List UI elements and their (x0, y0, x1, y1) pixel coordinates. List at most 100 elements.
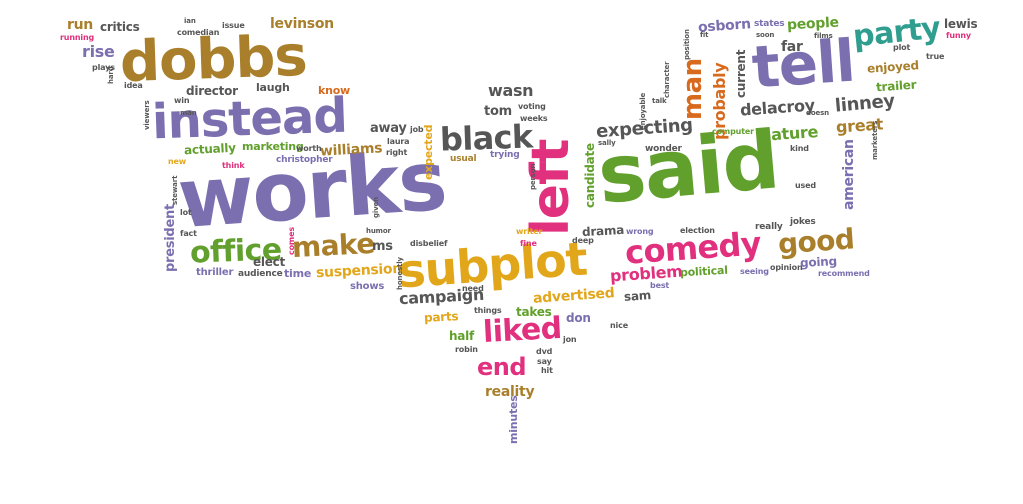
word-political: political (679, 263, 729, 280)
word-need: need (462, 284, 484, 293)
word-run: run (67, 17, 93, 33)
word-things: things (474, 306, 502, 315)
word-candidate: candidate (583, 143, 597, 208)
word-dvd: dvd (536, 347, 553, 356)
word-usual: usual (450, 154, 477, 164)
word-fine: fine (520, 239, 537, 248)
word-opinion: opinion (770, 263, 803, 272)
word-delacroy: delacroy (739, 95, 816, 120)
word-director: director (186, 84, 238, 98)
word-half: half (449, 329, 475, 343)
word-voting: voting (518, 102, 546, 111)
word-plot: plot (893, 43, 911, 52)
word-character: character (663, 61, 671, 98)
word-job: job (410, 125, 424, 134)
word-don: don (566, 311, 591, 325)
word-sally: sally (598, 139, 616, 147)
word-election: election (680, 226, 715, 235)
word-talk: talk (652, 97, 667, 105)
word-hard: hard (107, 66, 115, 84)
word-win: win (174, 96, 190, 105)
word-fit: fit (700, 31, 709, 39)
word-parts: parts (423, 309, 459, 325)
word-nice: nice (610, 321, 628, 330)
word-running: running (60, 33, 95, 42)
word-actually: actually (183, 140, 237, 158)
word-levinson: levinson (270, 16, 334, 32)
word-people: people (786, 14, 840, 34)
word-disbelief: disbelief (410, 239, 448, 248)
word-wrong: wrong (626, 227, 654, 236)
word-marketing: marketing (242, 140, 304, 153)
word-know: know (318, 84, 350, 97)
word-used: used (795, 181, 816, 190)
word-weeks: weeks (520, 114, 548, 123)
word-worth: worth (296, 144, 322, 153)
word-soon: soon (756, 31, 775, 39)
word-enjoyable: enjoyable (639, 92, 647, 130)
word-time: time (284, 267, 312, 280)
word-advertised: advertised (532, 285, 616, 307)
word-jon: jon (563, 335, 577, 344)
word-problem: problem (609, 261, 684, 286)
word-shows: shows (350, 281, 385, 292)
word-writer: writer (516, 227, 543, 236)
word-viewers: viewers (143, 100, 151, 130)
word-robin: robin (455, 345, 478, 354)
word-states: states (754, 19, 785, 29)
word-ian: ian (184, 17, 196, 25)
word-make: make (291, 226, 376, 265)
word-suspension: suspension (315, 260, 403, 282)
word-ms: ms (372, 239, 393, 254)
word-humor: humor (366, 227, 391, 235)
word-going: going (799, 254, 838, 270)
word-nature: nature (759, 121, 819, 146)
word-man-small: man (180, 109, 197, 117)
word-wasn: wasn (488, 81, 534, 100)
word-idea: idea (124, 81, 143, 90)
word-plays: plays (92, 63, 115, 72)
word-american: american (841, 139, 857, 210)
word-funny: funny (946, 31, 971, 40)
word-linney: linney (834, 90, 896, 117)
word-laugh: laugh (256, 81, 290, 94)
word-say: say (537, 357, 552, 366)
word-trailer: trailer (875, 77, 917, 95)
word-stewart: stewart (171, 175, 179, 205)
word-sam: sam (623, 288, 652, 304)
word-christopher: christopher (276, 155, 333, 165)
word-fact: fact (180, 229, 197, 238)
word-away: away (370, 121, 407, 136)
word-lewis: lewis (944, 17, 978, 31)
word-recommend: recommend (818, 269, 870, 278)
word-far: far (781, 39, 803, 55)
word-minutes: minutes (507, 395, 520, 444)
word-liked: liked (482, 310, 563, 351)
word-given: given (372, 196, 380, 218)
word-man: man (678, 58, 708, 120)
word-really: really (755, 222, 783, 232)
word-right: right (386, 148, 408, 157)
word-person: person (529, 163, 537, 190)
word-doesn: doesn (806, 109, 830, 117)
word-trying: trying (490, 150, 520, 160)
word-president: president (163, 204, 178, 272)
word-jokes: jokes (790, 217, 816, 227)
word-honestly: honestly (396, 257, 404, 290)
word-tell: tell (749, 26, 857, 102)
word-good: good (776, 222, 856, 261)
word-comes: comes (287, 227, 296, 255)
word-kind: kind (790, 144, 809, 153)
word-laura: laura (387, 137, 410, 146)
word-wonder: wonder (645, 144, 682, 154)
word-reality: reality (485, 384, 535, 400)
word-current: current (734, 49, 748, 98)
word-thriller: thriller (196, 267, 234, 278)
word-true: true (926, 52, 945, 61)
word-rise: rise (82, 42, 115, 61)
word-critics: critics (100, 20, 140, 34)
word-hit: hit (541, 366, 553, 375)
word-best: best (650, 281, 670, 290)
word-position: position (683, 29, 691, 60)
